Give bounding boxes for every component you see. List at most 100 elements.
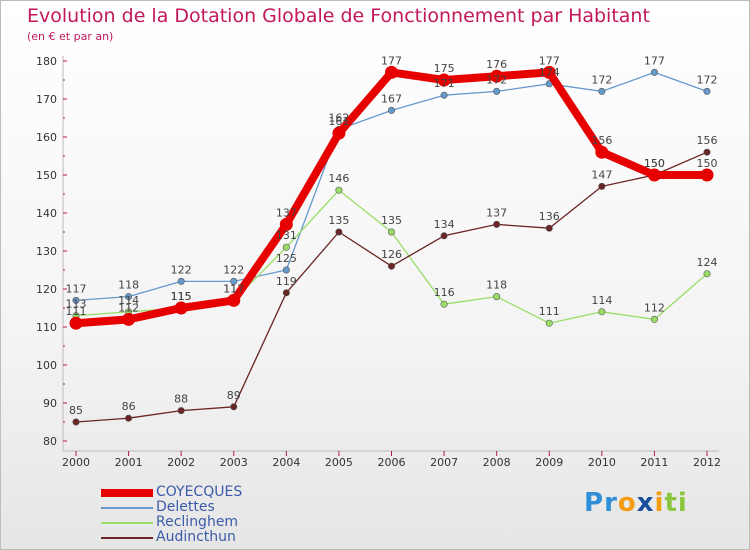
data-label: 134: [434, 218, 455, 231]
data-point: [440, 232, 448, 240]
data-label: 117: [223, 282, 244, 295]
series-coyecques: [69, 65, 714, 330]
data-label: 131: [276, 229, 297, 242]
data-label: 177: [644, 54, 665, 67]
data-label: 135: [328, 214, 349, 227]
data-point: [174, 301, 188, 315]
data-point: [177, 407, 185, 415]
data-label: 86: [122, 400, 136, 413]
data-label: 161: [328, 115, 349, 128]
data-point: [493, 293, 501, 301]
y-tick-label: 90: [43, 397, 57, 410]
data-label: 88: [174, 393, 188, 406]
x-tick-label: 2001: [115, 456, 143, 469]
data-point: [703, 270, 711, 278]
x-tick-label: 2002: [167, 456, 195, 469]
data-label: 118: [486, 279, 507, 292]
data-label: 115: [171, 290, 192, 303]
data-label: 112: [644, 301, 665, 314]
x-tick-label: 2007: [430, 456, 458, 469]
data-point: [122, 312, 136, 326]
y-tick-label: 100: [36, 359, 57, 372]
y-tick-label: 120: [36, 283, 57, 296]
data-point: [490, 69, 504, 83]
data-point: [230, 277, 238, 285]
logo-letter: i: [654, 488, 665, 518]
data-point: [703, 87, 711, 95]
y-tick-label: 160: [36, 131, 57, 144]
data-point: [598, 308, 606, 316]
data-label: 114: [118, 294, 139, 307]
data-point: [72, 418, 80, 426]
data-point: [387, 228, 395, 236]
data-point: [650, 68, 658, 76]
data-point: [335, 186, 343, 194]
data-label: 137: [486, 206, 507, 219]
data-point: [595, 145, 609, 159]
logo-letter: o: [617, 488, 637, 518]
data-label: 175: [434, 62, 455, 75]
data-point: [437, 73, 451, 87]
series-layer: [69, 65, 714, 426]
data-point: [700, 168, 714, 182]
logo-letter: i: [677, 488, 688, 518]
data-label: 116: [434, 286, 455, 299]
logo-letter: r: [604, 488, 618, 518]
logo-letter: x: [636, 488, 655, 518]
proxiti-logo: Proxiti: [584, 488, 688, 518]
data-point: [650, 315, 658, 323]
data-label: 136: [539, 210, 560, 223]
data-label: 171: [434, 77, 455, 90]
data-point: [385, 65, 398, 79]
data-point: [227, 293, 241, 307]
data-labels-layer: 117 118 122 122 125 162 167 171 172 174 172 177 172 1…: [66, 54, 718, 417]
data-point: [440, 300, 448, 308]
data-label: 119: [276, 275, 297, 288]
x-tick-label: 2003: [220, 456, 248, 469]
series-audincthun: [72, 148, 711, 426]
data-label: 113: [66, 298, 87, 311]
data-label: 176: [486, 58, 507, 71]
data-label: 115: [171, 290, 192, 303]
data-label: 167: [381, 92, 402, 105]
chart-title: Evolution de la Dotation Globale de Fonc…: [27, 5, 650, 27]
data-point: [125, 293, 133, 301]
data-label: 122: [171, 263, 192, 276]
data-label: 177: [381, 54, 402, 67]
data-point: [598, 87, 606, 95]
chart-axes: 80 90 100 110 120 130 140 150 160 170 180 2000 2001 2…: [36, 55, 721, 469]
data-label: 111: [66, 305, 87, 318]
data-point: [72, 296, 80, 304]
data-label: 177: [539, 54, 560, 67]
legend-swatch: [101, 537, 153, 539]
data-label: 122: [223, 263, 244, 276]
data-label: 114: [591, 294, 612, 307]
data-point: [493, 87, 501, 95]
data-point: [545, 224, 553, 232]
data-point: [282, 289, 290, 297]
logo-letter: P: [584, 488, 605, 518]
data-point: [387, 106, 395, 114]
data-label: 125: [276, 252, 297, 265]
data-point: [647, 168, 661, 182]
data-point: [440, 91, 448, 99]
data-label: 135: [381, 214, 402, 227]
data-label: 172: [697, 73, 718, 86]
data-point: [493, 220, 501, 228]
data-label: 126: [381, 248, 402, 261]
y-tick-label: 150: [36, 169, 57, 182]
data-label: 117: [223, 282, 244, 295]
data-label: 124: [697, 256, 718, 269]
series-line: [75, 151, 708, 423]
data-point: [125, 414, 133, 422]
data-point: [335, 228, 343, 236]
x-tick-label: 2005: [325, 456, 353, 469]
y-tick-label: 80: [43, 435, 57, 448]
data-label: 147: [591, 168, 612, 181]
data-label: 162: [328, 111, 349, 124]
legend-label: Reclinghem: [156, 514, 239, 530]
x-tick-label: 2006: [378, 456, 406, 469]
data-point: [332, 126, 346, 140]
